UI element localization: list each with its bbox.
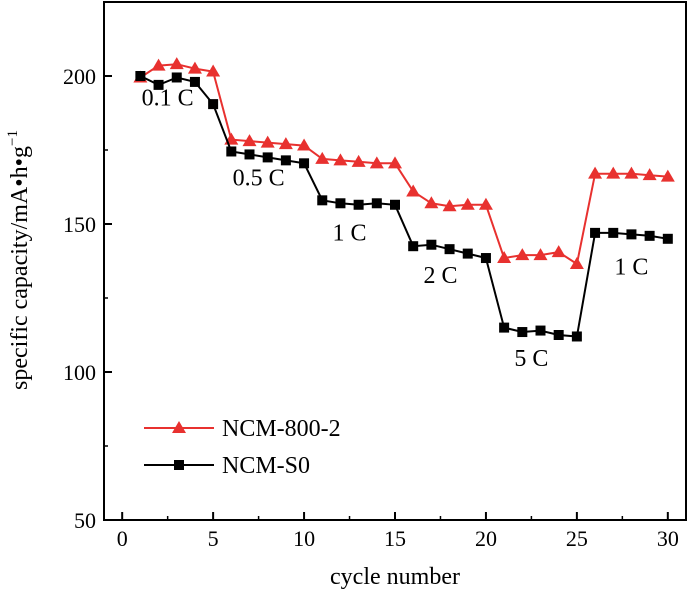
data-point-ncm-s0 [390, 199, 400, 210]
data-point-ncm-800-2 [242, 134, 257, 147]
data-point-ncm-800-2 [442, 199, 457, 212]
data-point-ncm-800-2 [169, 57, 184, 70]
y-tick-label: 150 [63, 212, 96, 237]
data-point-ncm-s0 [280, 155, 291, 166]
data-point-ncm-800-2 [369, 156, 384, 169]
data-point-ncm-s0 [590, 227, 601, 238]
data-point-ncm-800-2 [388, 156, 402, 169]
data-point-ncm-800-2 [151, 58, 166, 71]
legend-marker-ncm-800-2 [172, 421, 186, 433]
x-axis-label: cycle number [330, 564, 460, 590]
data-point-ncm-s0 [171, 72, 182, 83]
data-point-ncm-s0 [444, 244, 455, 255]
data-point-ncm-s0 [226, 146, 237, 157]
data-point-ncm-s0 [299, 158, 310, 169]
data-point-ncm-800-2 [351, 154, 366, 167]
legend-label-ncm-800-2: NCM-800-2 [222, 416, 341, 442]
rate-annotation: 5 C [514, 346, 548, 372]
x-tick-label: 15 [384, 526, 406, 551]
x-tick-label: 20 [475, 526, 497, 551]
data-point-ncm-800-2 [424, 196, 439, 209]
data-point-ncm-s0 [371, 198, 382, 209]
data-point-ncm-s0 [317, 195, 328, 206]
y-axis-label-group: specific capacity/mA•h•g−1 [5, 130, 33, 390]
data-point-ncm-800-2 [624, 166, 639, 179]
annotation-layer: 0.1 C 0.5 C 1 C 2 C 5 C 1 C [142, 86, 649, 372]
series-line-ncm-s0 [139, 75, 668, 338]
data-point-ncm-800-2 [206, 64, 221, 77]
x-tick-label: 25 [566, 526, 588, 551]
legend-label-ncm-s0: NCM-S0 [222, 453, 310, 479]
data-point-ncm-800-2 [569, 256, 584, 269]
data-point-ncm-800-2 [333, 153, 348, 166]
data-point-ncm-s0 [553, 330, 564, 340]
series-line-ncm-800-2 [139, 63, 668, 266]
data-point-ncm-800-2 [642, 168, 657, 181]
data-point-ncm-s0 [644, 230, 655, 241]
y-tick-label: 50 [74, 508, 96, 533]
legend-marker-ncm-s0 [174, 460, 184, 470]
x-tick-label: 30 [657, 526, 679, 551]
data-point-ncm-s0 [480, 253, 491, 264]
data-point-ncm-s0 [571, 331, 582, 342]
data-point-ncm-s0 [153, 79, 164, 90]
data-point-ncm-800-2 [460, 197, 475, 210]
data-point-ncm-s0 [426, 239, 437, 250]
data-point-ncm-s0 [353, 199, 364, 210]
legend: NCM-800-2 NCM-S0 [144, 416, 341, 479]
rate-annotation: 0.1 C [142, 86, 194, 112]
data-point-ncm-s0 [462, 248, 473, 259]
data-point-ncm-s0 [626, 229, 637, 240]
y-axis-label-main: specific capacity/mA•h•g [7, 146, 33, 390]
data-point-ncm-800-2 [187, 61, 202, 74]
data-point-ncm-s0 [499, 322, 510, 333]
y-axis-label-superscript: −1 [5, 130, 21, 146]
data-point-ncm-s0 [608, 227, 619, 238]
x-tick-label: 10 [293, 526, 315, 551]
y-tick-label: 200 [63, 64, 96, 89]
data-point-ncm-800-2 [297, 138, 312, 151]
data-point-ncm-s0 [517, 327, 528, 338]
data-point-ncm-s0 [189, 76, 200, 87]
data-point-ncm-800-2 [278, 137, 293, 150]
data-point-ncm-800-2 [660, 169, 675, 182]
data-point-ncm-800-2 [478, 197, 493, 210]
data-point-ncm-s0 [408, 241, 419, 252]
data-point-ncm-800-2 [551, 245, 566, 258]
data-point-ncm-800-2 [315, 151, 330, 164]
y-axis-label: specific capacity/mA•h•g−1 [5, 130, 33, 390]
data-point-ncm-s0 [262, 152, 273, 163]
x-tick-label: 0 [117, 526, 128, 551]
rate-annotation: 1 C [614, 254, 648, 280]
data-point-ncm-s0 [135, 71, 146, 81]
rate-annotation: 2 C [423, 263, 457, 289]
series-layer [133, 57, 675, 342]
rate-annotation: 0.5 C [233, 166, 285, 192]
data-point-ncm-800-2 [588, 166, 603, 179]
data-point-ncm-s0 [244, 149, 255, 160]
data-point-ncm-800-2 [606, 166, 621, 179]
data-point-ncm-800-2 [515, 248, 530, 261]
data-point-ncm-800-2 [497, 251, 512, 264]
data-point-ncm-800-2 [260, 135, 275, 148]
tick-group: 0 5 10 15 20 25 30 50 100 150 200 [63, 1, 679, 551]
data-point-ncm-s0 [662, 233, 673, 244]
data-point-ncm-800-2 [406, 184, 421, 197]
x-tick-label: 5 [208, 526, 219, 551]
data-point-ncm-s0 [208, 99, 219, 110]
data-point-ncm-s0 [535, 325, 546, 336]
data-point-ncm-s0 [335, 198, 346, 209]
y-tick-label: 100 [63, 360, 96, 385]
data-point-ncm-800-2 [533, 248, 548, 261]
rate-annotation: 1 C [333, 220, 367, 246]
